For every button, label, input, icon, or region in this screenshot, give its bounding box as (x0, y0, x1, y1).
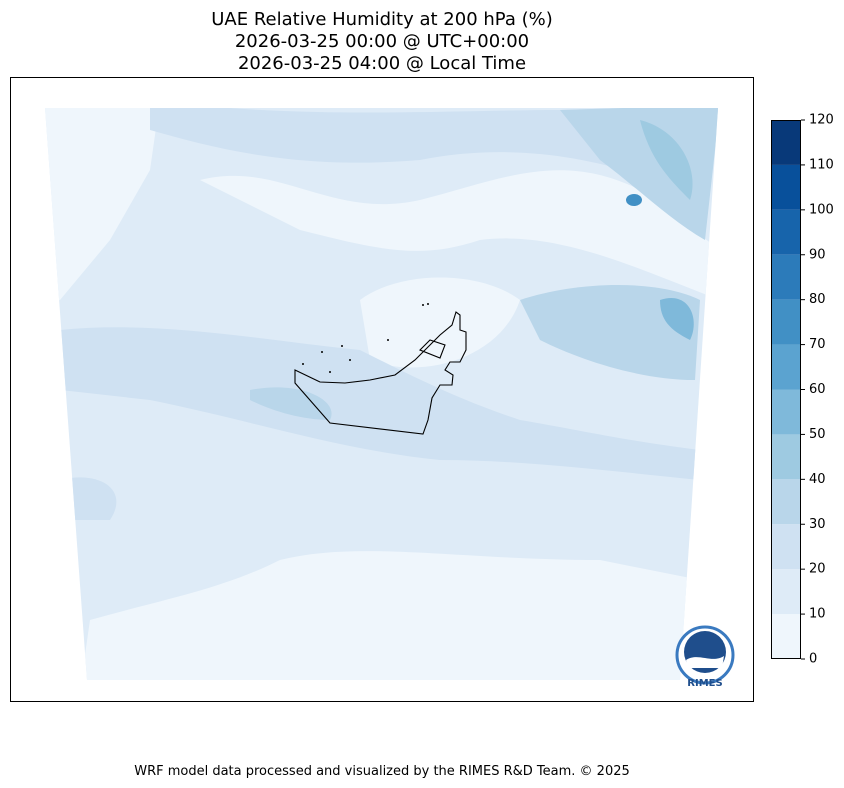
colorbar-segment (771, 569, 801, 615)
tick-label: 90 (809, 247, 826, 262)
colorbar-segment (771, 344, 801, 390)
tick-label: 60 (809, 382, 826, 397)
colorbar-segment (771, 479, 801, 525)
colorbar-segment (771, 164, 801, 210)
tick-label: 70 (809, 337, 826, 352)
tick-label: 80 (809, 292, 826, 307)
tick-label: 10 (809, 607, 826, 622)
title-line: UAE Relative Humidity at 200 hPa (%) (211, 9, 552, 30)
colorbar-segment (771, 614, 801, 659)
country-outline (294, 311, 467, 435)
map: RIMES (10, 77, 754, 702)
tick-label: 110 (809, 157, 834, 172)
tick-label: 100 (809, 202, 834, 217)
colorbar-segment (771, 389, 801, 435)
tick-label: 20 (809, 562, 826, 577)
footer: WRF model data processed and visualized … (134, 764, 630, 779)
tick-label: 120 (809, 113, 834, 128)
colorbar-segment (771, 209, 801, 255)
logo-text: RIMES (687, 678, 722, 689)
islands (302, 303, 429, 373)
tick-label: 30 (809, 517, 826, 532)
colorbar-frame (771, 120, 801, 659)
logo: RIMES (675, 625, 735, 689)
tick-label: 50 (809, 427, 826, 442)
colorbar-segment (771, 524, 801, 570)
map-frame (10, 77, 754, 702)
tick-label: 40 (809, 472, 826, 487)
humidity-field (45, 108, 718, 680)
tick-label: 0 (809, 652, 817, 667)
colorbar-segment (771, 434, 801, 480)
colorbar-segment (771, 254, 801, 300)
colorbar-segment (771, 299, 801, 345)
colorbar-segment (771, 120, 801, 165)
title-line: 2026-03-25 00:00 @ UTC+00:00 (235, 31, 529, 52)
colorbar: 0 10 20 30 40 50 60 70 80 90 100 110 120 (771, 113, 834, 667)
title-line: 2026-03-25 04:00 @ Local Time (238, 53, 526, 74)
